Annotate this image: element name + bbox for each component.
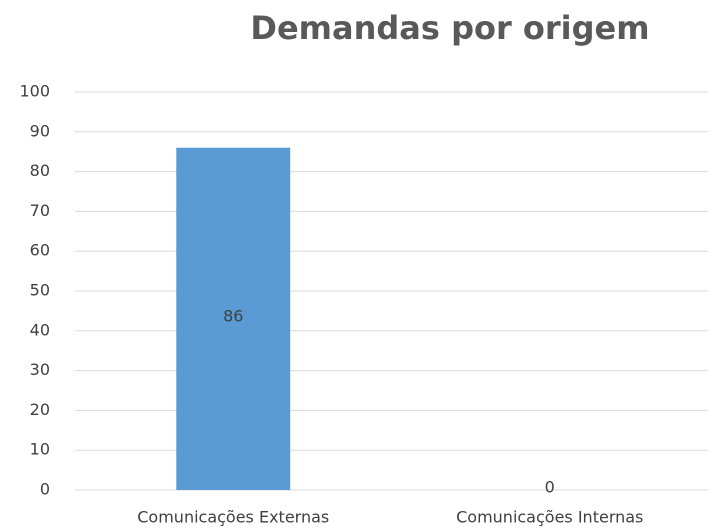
- y-tick-label: 40: [30, 320, 50, 339]
- y-tick-label: 10: [30, 440, 50, 459]
- bar: [176, 147, 291, 490]
- y-tick-label: 60: [30, 241, 50, 260]
- y-tick-label: 80: [30, 161, 50, 180]
- y-tick-label: 0: [40, 480, 50, 499]
- y-tick-label: 50: [30, 281, 50, 300]
- data-label: 86: [223, 306, 243, 325]
- chart-title: Demandas por origem: [250, 9, 649, 47]
- y-tick-label: 30: [30, 360, 50, 379]
- x-tick-label: Comunicações Externas: [137, 508, 329, 527]
- y-tick-label: 90: [30, 121, 50, 140]
- x-tick-label: Comunicações Internas: [456, 508, 643, 527]
- y-tick-label: 100: [19, 82, 50, 101]
- data-label: 0: [545, 478, 555, 497]
- y-tick-label: 70: [30, 201, 50, 220]
- y-tick-label: 20: [30, 400, 50, 419]
